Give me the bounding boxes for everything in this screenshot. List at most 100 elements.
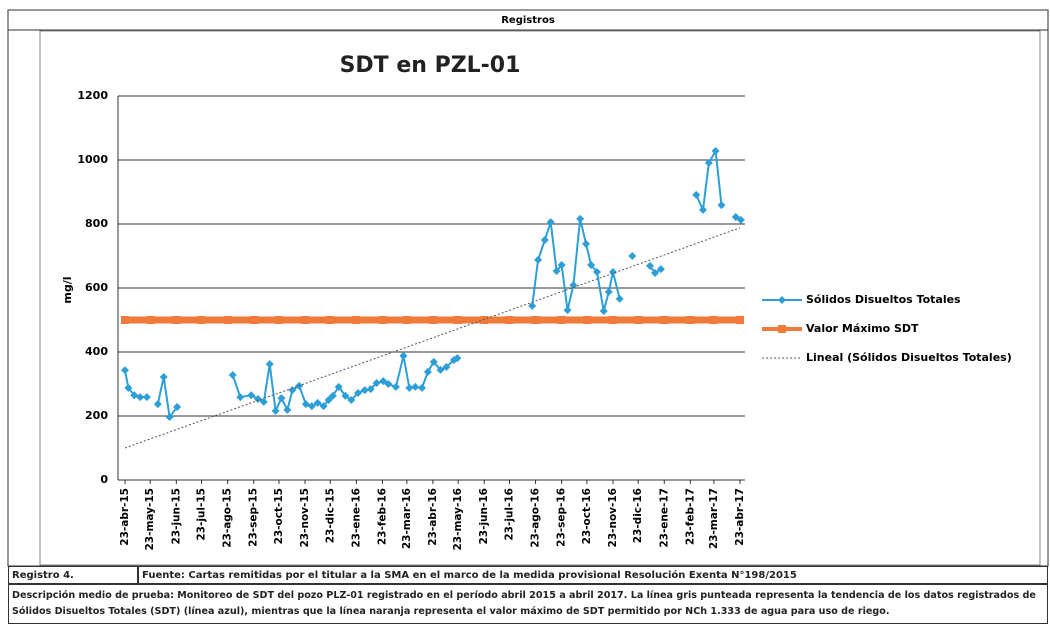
point <box>505 316 514 324</box>
point <box>288 386 297 395</box>
point <box>249 316 258 324</box>
point <box>319 402 328 411</box>
point <box>372 379 381 388</box>
point <box>454 316 463 324</box>
point <box>552 267 561 276</box>
point <box>453 354 462 363</box>
point <box>615 294 624 303</box>
point <box>378 316 387 324</box>
x-tick-label: 23-may-15 <box>144 488 156 551</box>
point <box>172 316 181 324</box>
point <box>634 316 643 324</box>
header-title: Registros <box>501 15 555 26</box>
x-tick-label: 23-oct-15 <box>273 488 285 544</box>
point <box>656 265 665 274</box>
point <box>391 382 400 391</box>
point <box>236 393 245 402</box>
point <box>124 383 133 392</box>
point <box>736 215 745 224</box>
point <box>736 316 744 324</box>
point <box>283 405 292 414</box>
x-tick-label: 23-mar-17 <box>708 488 720 549</box>
point <box>645 261 654 270</box>
x-tick-label: 23-oct-16 <box>581 488 593 544</box>
legend-label: Valor Máximo SDT <box>806 322 919 335</box>
point <box>259 397 268 406</box>
point <box>366 385 375 394</box>
point <box>717 201 726 210</box>
x-tick-label: 23-abr-16 <box>427 488 439 546</box>
point <box>417 383 426 392</box>
point <box>628 252 637 260</box>
point <box>223 316 232 324</box>
point <box>608 316 617 324</box>
x-tick-label: 23-ene-17 <box>658 488 670 548</box>
point <box>660 316 669 324</box>
point <box>142 393 151 402</box>
point <box>531 316 540 324</box>
x-tick-label: 23-abr-15 <box>119 488 131 546</box>
point <box>352 316 361 324</box>
point <box>576 214 585 223</box>
point <box>423 367 432 376</box>
point <box>265 360 274 369</box>
point <box>557 260 566 269</box>
point <box>326 316 335 324</box>
point <box>651 268 660 277</box>
point <box>146 316 155 324</box>
point <box>341 391 350 400</box>
point <box>563 306 572 315</box>
x-tick-label: 23-jul-16 <box>503 488 515 541</box>
point <box>313 398 322 407</box>
source: Fuente: Cartas remitidas por el titular … <box>138 566 1048 584</box>
point <box>301 316 310 324</box>
point <box>582 239 591 248</box>
point <box>173 403 182 412</box>
x-tick-label: 23-nov-16 <box>607 488 619 547</box>
point <box>442 363 451 372</box>
point <box>354 388 363 397</box>
legend-label: Lineal (Sólidos Disueltos Totales) <box>806 351 1012 364</box>
point <box>307 402 316 411</box>
y-axis-label: mg/l <box>61 276 74 303</box>
point <box>569 281 578 290</box>
point <box>271 406 280 415</box>
point <box>587 260 596 269</box>
x-tick-label: 23-mar-16 <box>401 488 413 549</box>
y-tick-label: 0 <box>100 473 108 486</box>
x-tick-label: 23-abr-17 <box>734 488 746 546</box>
x-tick-label: 23-jun-15 <box>170 488 182 545</box>
point <box>159 372 168 381</box>
point <box>709 316 718 324</box>
point <box>153 400 162 409</box>
point <box>599 307 608 316</box>
point <box>399 351 408 360</box>
point <box>360 386 369 395</box>
y-tick-label: 1200 <box>77 89 108 102</box>
point <box>274 316 283 324</box>
point <box>328 391 337 400</box>
point <box>692 190 701 199</box>
description: Descripción medio de prueba: Monitoreo d… <box>8 584 1048 624</box>
x-tick-label: 23-dic-16 <box>632 488 644 543</box>
y-tick-label: 400 <box>85 345 108 358</box>
point <box>247 391 256 400</box>
point <box>436 365 445 374</box>
y-tick-label: 800 <box>85 217 108 230</box>
x-tick-label: 23-dic-15 <box>324 488 336 543</box>
point <box>277 394 286 403</box>
legend-label: Sólidos Disueltos Totales <box>806 293 961 306</box>
x-tick-label: 23-ene-16 <box>350 488 362 548</box>
chart-frame <box>39 30 1041 566</box>
point <box>557 316 566 324</box>
x-tick-label: 23-nov-15 <box>299 488 311 547</box>
x-tick-label: 23-feb-17 <box>684 488 696 545</box>
point <box>698 205 707 214</box>
point <box>324 396 333 404</box>
legend-marker <box>778 296 786 304</box>
point <box>592 268 601 276</box>
y-tick-label: 600 <box>85 281 108 294</box>
point <box>686 316 695 324</box>
point <box>228 371 237 380</box>
